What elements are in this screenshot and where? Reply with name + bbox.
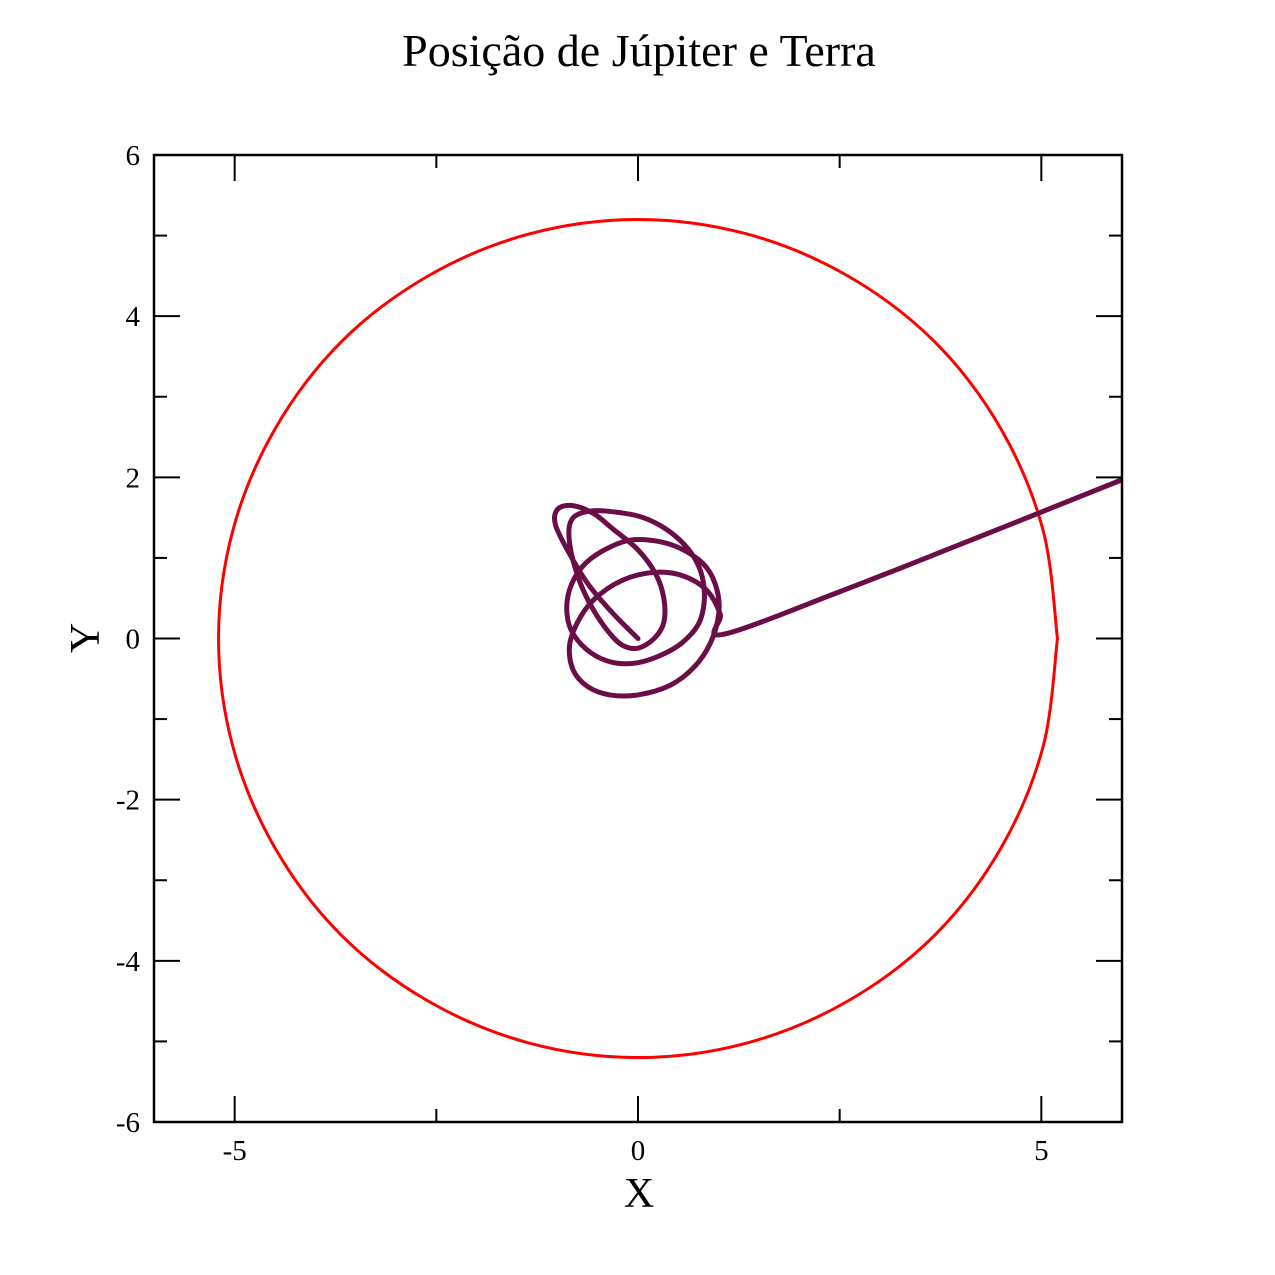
y-tick-label: 2 [126, 462, 141, 494]
x-axis-label: X [624, 1171, 654, 1217]
y-tick-label: -2 [116, 785, 140, 817]
x-tick-label: 0 [631, 1135, 646, 1167]
x-tick-label: -5 [223, 1135, 247, 1167]
y-tick-label: -6 [116, 1107, 140, 1139]
x-tick-label: 5 [1034, 1135, 1049, 1167]
y-axis-label: Y [63, 623, 109, 653]
y-tick-label: 0 [126, 624, 141, 656]
chart-title: Posição de Júpiter e Terra [402, 25, 876, 76]
series-layer [217, 217, 1122, 1060]
ticks-layer: -5 0 5 -6 -4 -2 0 2 4 6 [116, 140, 1122, 1167]
y-tick-label: 6 [126, 140, 141, 172]
y-tick-label: 4 [126, 301, 141, 333]
series-line-1 [551, 477, 1122, 699]
y-tick-label: -4 [116, 946, 141, 978]
series-line-0 [217, 217, 1059, 1060]
